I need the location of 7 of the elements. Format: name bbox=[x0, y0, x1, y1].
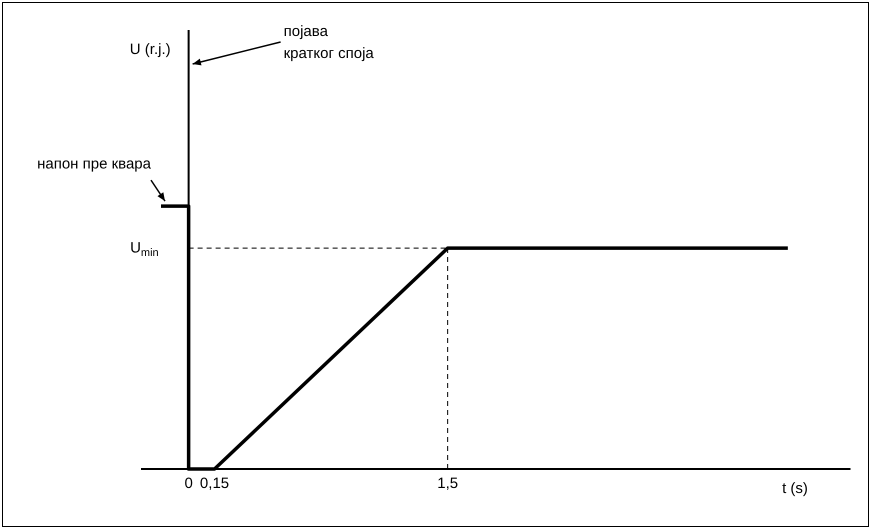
x-axis-title: t (s) bbox=[782, 480, 808, 498]
text: U (r.j.) bbox=[130, 41, 171, 58]
x-tick-label: 0,15 bbox=[200, 475, 230, 492]
x-tick-label: 1,5 bbox=[437, 475, 458, 492]
ref-line-label: појава кратког споја bbox=[284, 23, 374, 62]
annotation: напон пре квара bbox=[37, 155, 152, 172]
x-tick-label: 0 bbox=[184, 475, 193, 492]
